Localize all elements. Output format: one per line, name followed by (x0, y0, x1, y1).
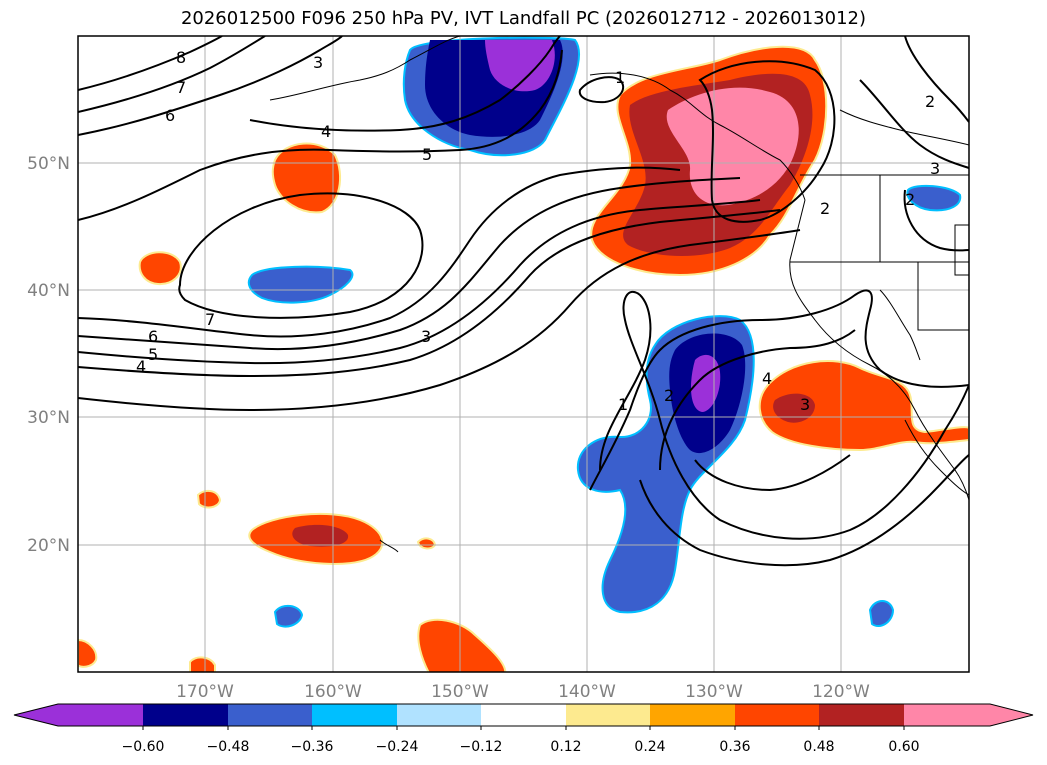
contour-label: 5 (422, 145, 432, 164)
colorbar-tick-label: −0.12 (460, 739, 503, 755)
latitude-labels: 50°N 40°N 30°N 20°N (27, 154, 70, 556)
lon-label: 120°W (812, 682, 870, 702)
contour-label: 4 (136, 357, 146, 376)
colorbar-tick-label: −0.24 (376, 739, 419, 755)
contour-label: 3 (421, 327, 431, 346)
map-title: 2026012500 F096 250 hPa PV, IVT Landfall… (180, 8, 867, 29)
contour-label: 6 (148, 327, 158, 346)
contour-label: 2 (925, 92, 935, 111)
contour-label: 1 (618, 395, 628, 414)
colorbar-segment (735, 704, 819, 726)
negative-anomaly-north-peak (485, 40, 555, 92)
contour-label: 2 (664, 386, 674, 405)
colorbar-tick-label: 0.36 (719, 739, 750, 755)
contour-label: 3 (930, 159, 940, 178)
contour-label: 2 (820, 199, 830, 218)
colorbar-extend-left (14, 704, 58, 726)
positive-anomaly-south (417, 618, 507, 672)
positive-anomaly-small-1 (196, 489, 222, 509)
positive-anomaly-sw-corner (78, 638, 98, 668)
contour-label: 7 (176, 78, 186, 97)
positive-anomaly-160w (271, 142, 342, 214)
colorbar-tick-label: −0.48 (207, 739, 250, 755)
negative-anomaly-small-3 (906, 184, 962, 212)
colorbar-extend-right (990, 704, 1033, 726)
colorbar-tick-label: −0.60 (122, 739, 165, 755)
lon-label: 130°W (685, 682, 743, 702)
colorbar-tick-label: −0.36 (291, 739, 334, 755)
colorbar-tick-labels: −0.60 −0.48 −0.36 −0.24 −0.12 0.12 0.24 … (122, 739, 920, 755)
positive-anomaly-baja-core (773, 393, 815, 423)
positive-anomaly-small-2 (416, 537, 437, 550)
colorbar-segment (819, 704, 904, 726)
colorbar-segment (650, 704, 735, 726)
map-layers: 8 7 6 4 5 3 7 6 5 4 3 2 1 2 1 4 3 2 3 2 (78, 36, 969, 672)
lon-label: 150°W (431, 682, 489, 702)
lat-label: 40°N (27, 281, 70, 301)
graticule (78, 36, 969, 672)
negative-anomaly-small-1 (273, 604, 304, 628)
colorbar-outline (13, 703, 1034, 727)
colorbar-tick-label: 0.60 (888, 739, 919, 755)
lat-label: 50°N (27, 154, 70, 174)
lon-label: 170°W (176, 682, 234, 702)
lat-label: 30°N (27, 408, 70, 428)
negative-anomaly-central (247, 265, 354, 304)
colorbar-segment (228, 704, 312, 726)
lon-label: 160°W (304, 682, 362, 702)
positive-anomaly-175w (138, 251, 182, 286)
colorbar-segment (58, 704, 143, 726)
lat-label: 20°N (27, 536, 70, 556)
colorbar (13, 703, 1034, 730)
contour-label: 1 (615, 68, 625, 87)
contour-label: 5 (148, 345, 158, 364)
contour-label: 3 (313, 53, 323, 72)
lon-label: 140°W (558, 682, 616, 702)
positive-anomaly-northeast-peak (666, 87, 799, 206)
contour-label: 4 (321, 122, 331, 141)
colorbar-tick-label: 0.12 (550, 739, 581, 755)
pv-contours (78, 36, 969, 567)
positive-anomaly-small-3 (189, 656, 216, 672)
colorbar-segment (312, 704, 397, 726)
colorbar-segment (143, 704, 228, 726)
colorbar-tick-label: 0.24 (634, 739, 665, 755)
contour-label: 6 (165, 106, 175, 125)
contour-labels: 8 7 6 4 5 3 7 6 5 4 3 2 1 2 1 4 3 2 3 2 (136, 48, 940, 414)
colorbar-segment (397, 704, 481, 726)
colorbar-segment (566, 704, 650, 726)
negative-anomaly-small-2 (868, 600, 895, 628)
longitude-labels: 170°W 160°W 150°W 140°W 130°W 120°W (176, 682, 870, 702)
contour-label: 2 (905, 190, 915, 209)
contour-label: 4 (762, 369, 772, 388)
map-frame (77, 35, 970, 673)
colorbar-segment (481, 704, 566, 726)
colorbar-segment (904, 704, 990, 726)
positive-anomaly-hawaii-core (292, 524, 349, 547)
contour-label: 7 (205, 310, 215, 329)
colorbar-tick-label: 0.48 (803, 739, 834, 755)
contour-label: 3 (800, 395, 810, 414)
contour-label: 8 (176, 48, 186, 67)
